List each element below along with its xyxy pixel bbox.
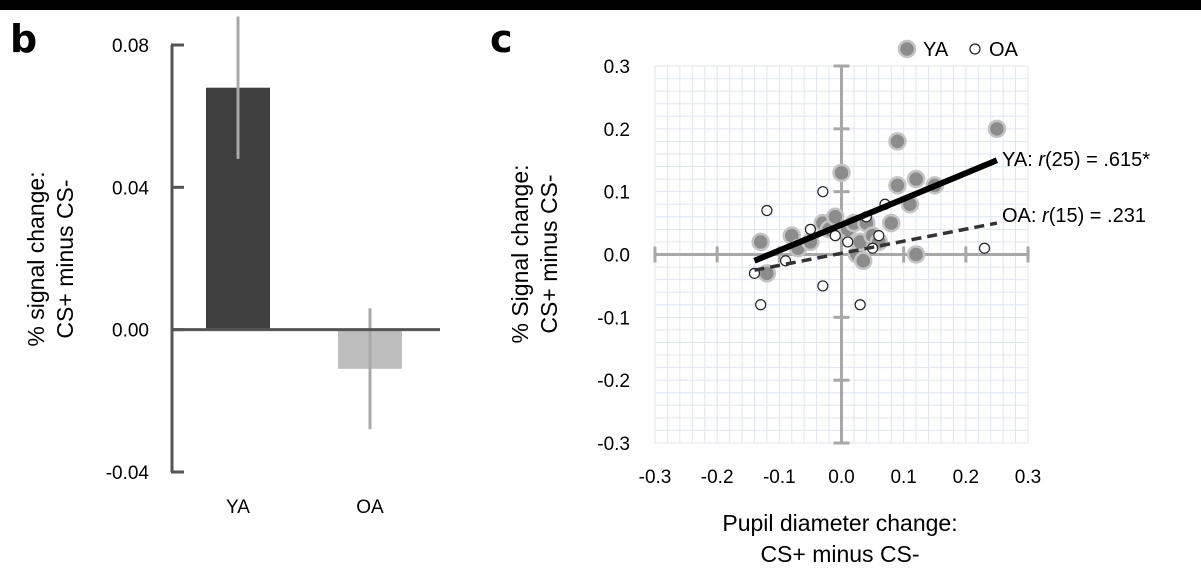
panel-c-fit-label-oa: OA: r(15) = .231	[1002, 205, 1146, 227]
panel-c-point-oa	[804, 223, 817, 235]
panel-c-xtick-label: 0.3	[1015, 467, 1041, 488]
panel-b-xtick-label: OA	[356, 497, 384, 518]
panel-c-fit-line-oa	[754, 221, 998, 272]
panel-c-ytick-label: -0.2	[597, 371, 630, 392]
fit-label-r: r	[1038, 149, 1046, 171]
panel-b-xlabels: YA OA	[226, 497, 384, 518]
fit-label-prefix: YA:	[1002, 149, 1038, 171]
panel-c-point-oa	[829, 230, 841, 242]
panel-c-legend-marker-ya	[897, 39, 917, 59]
panel-c-point-ya	[881, 213, 901, 233]
top-border	[0, 0, 1201, 10]
panel-c-ytick-label: 0.1	[604, 183, 630, 204]
panel-c-point-ya	[832, 163, 851, 183]
panel-c-xtick-label: -0.1	[763, 467, 796, 488]
panel-c-fit-line-ya	[753, 157, 999, 264]
panel-c-legend-marker-oa	[969, 43, 981, 55]
panel-c-ytick-label: -0.1	[597, 308, 630, 329]
panel-c-ytick-label: -0.3	[597, 434, 630, 455]
panel-c-point-oa	[842, 236, 854, 248]
panel-c-xtick-label: 0.2	[953, 467, 979, 488]
panel-c-point-oa	[854, 299, 866, 311]
panel-c-fit-label-ya: YA: r(25) = .615*	[1002, 149, 1150, 171]
panel-b-ytick-label: 0.08	[112, 36, 149, 57]
panel-c-letter: c	[490, 17, 513, 61]
panel-c-ticklabels: 0.3 0.2 0.1 0.0 -0.1 -0.2 -0.3 -0.3 -0.2 -0.1 0.0 0…	[597, 57, 1041, 488]
fit-label-r: r	[1042, 205, 1050, 227]
panel-b-ytick-label: -0.04	[106, 463, 150, 484]
panel-c-fits	[753, 157, 999, 272]
panel-c-legend-label-ya: YA	[923, 39, 949, 61]
panel-c-ytick-label: 0.3	[604, 57, 630, 78]
panel-c-xtick-label: -0.3	[639, 467, 672, 488]
panel-b-axes	[170, 43, 440, 474]
panel-c-fit-labels: YA: r(25) = .615*OA: r(15) = .231	[1002, 149, 1150, 227]
panel-c-point-oa	[817, 280, 829, 292]
panel-c-point-ya	[906, 169, 926, 189]
panel-c-point-ya	[906, 245, 926, 264]
panel-c-point-ya	[987, 119, 1007, 139]
panel-b-ytick-label: 0.00	[112, 321, 149, 342]
panel-c-points	[748, 119, 1007, 311]
panel-c-point-oa	[817, 186, 829, 198]
panel-c-point-oa	[761, 204, 773, 217]
panel-b-letter: b	[10, 17, 37, 61]
fit-label-prefix: OA:	[1002, 205, 1042, 227]
panel-c-xlabel-line1: Pupil diameter change:	[722, 510, 957, 536]
panel-c-ytick-label: 0.0	[604, 246, 630, 267]
panel-b-xtick-label: YA	[226, 497, 250, 518]
panel-c: c % Signal change: CS+ minus CS- Pupil d…	[490, 17, 1150, 567]
panel-c-xtick-label: -0.2	[701, 467, 734, 488]
panel-c-point-ya	[888, 132, 907, 151]
panel-c-point-ya	[854, 251, 873, 271]
panel-c-point-oa	[873, 230, 885, 242]
panel-c-legend-label-oa: OA	[989, 39, 1019, 61]
panel-c-legend: YA OA	[897, 39, 1019, 61]
panel-c-xtick-label: 0.0	[828, 467, 854, 488]
panel-b-ytick-label: 0.04	[112, 178, 149, 199]
panel-c-xlabel-line2: CS+ minus CS-	[760, 541, 919, 567]
fit-label-stat: (25) = .615*	[1045, 149, 1150, 171]
fit-label-stat: (15) = .231	[1049, 205, 1146, 227]
panel-c-point-oa	[978, 242, 991, 254]
panel-c-point-oa	[755, 299, 767, 311]
panel-c-ylabel-line1: % Signal change:	[507, 164, 533, 343]
panel-b-yticks: 0.08 0.04 0.00 -0.04	[106, 36, 150, 484]
panel-c-ytick-label: 0.2	[604, 120, 630, 141]
panel-c-ylabel-line2: CS+ minus CS-	[536, 174, 562, 333]
panel-c-xtick-label: 0.1	[890, 467, 916, 488]
panel-b-ylabel-line1: % signal change:	[23, 171, 49, 346]
panel-b-ylabel-line2: CS+ minus CS-	[52, 179, 78, 338]
panel-b: b % signal change: CS+ minus CS- 0.080.0…	[10, 16, 440, 518]
panel-c-point-ya	[751, 232, 770, 252]
panel-c-point-ya	[888, 176, 907, 195]
panel-b-bars	[206, 16, 402, 430]
